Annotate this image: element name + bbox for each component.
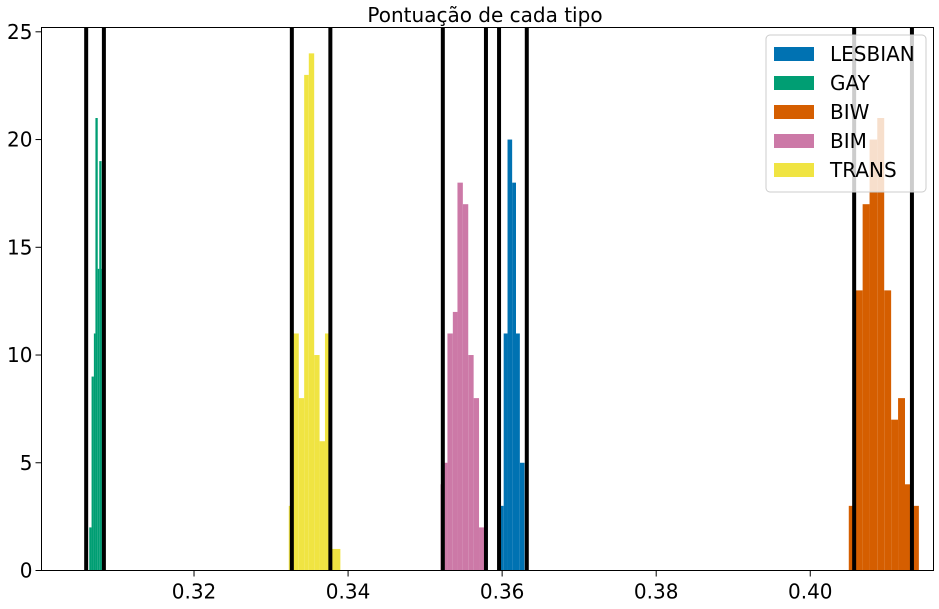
histogram-bar [904, 484, 912, 571]
y-tick-label: 20 [7, 128, 32, 152]
series-bim [442, 182, 485, 571]
legend-label: GAY [830, 71, 871, 95]
histogram-bar [319, 441, 325, 571]
legend: LESBIAN GAY BIW BIM TRANS [765, 34, 927, 193]
histogram-bar [91, 376, 94, 571]
histogram-bar [304, 74, 309, 571]
histogram-bar [911, 505, 919, 571]
histogram-bar [314, 355, 320, 571]
histogram-bar [884, 290, 892, 571]
histogram-bar [298, 398, 305, 571]
histogram-bar [95, 118, 98, 571]
histogram-bar [877, 118, 885, 571]
series-trans [288, 53, 341, 571]
x-tick-label: 0.32 [172, 580, 217, 604]
histogram-bar [93, 333, 96, 571]
histogram-bar [499, 505, 504, 571]
chart-title: Pontuação de cada tipo [367, 3, 602, 27]
histogram-bar [457, 182, 463, 571]
y-tick-label: 5 [20, 451, 33, 475]
histogram-bar [468, 355, 474, 571]
x-tick-label: 0.36 [480, 580, 525, 604]
legend-swatch [774, 163, 814, 177]
histogram-bar [503, 333, 508, 571]
plot-frame [41, 27, 934, 571]
x-tick-label: 0.34 [326, 580, 371, 604]
y-tick-label: 15 [7, 235, 32, 259]
histogram-bar [479, 527, 485, 571]
histogram-bar [334, 548, 341, 571]
histogram-bar [512, 182, 517, 571]
y-axis: 0 5 10 15 20 25 [7, 20, 42, 583]
histogram-bar [308, 53, 315, 571]
histogram-bar [324, 333, 330, 571]
histogram-bar [89, 527, 92, 571]
histogram-bar [507, 139, 513, 571]
legend-label: BIM [830, 129, 867, 153]
legend-swatch [774, 134, 814, 148]
y-tick-label: 10 [7, 343, 32, 367]
x-tick-label: 0.40 [788, 580, 833, 604]
series-gay [89, 118, 104, 571]
histogram-bar [462, 204, 469, 571]
legend-label: BIW [830, 100, 870, 124]
histogram-bar [855, 290, 863, 571]
histogram-bar [869, 139, 878, 571]
histogram-bar [447, 333, 453, 571]
histogram-bar [516, 333, 520, 571]
series-lesbian [499, 139, 525, 571]
histogram-bar [97, 268, 100, 571]
y-tick-label: 25 [7, 20, 32, 44]
legend-swatch [774, 105, 814, 119]
histogram-bar [862, 204, 870, 571]
legend-label: TRANS [829, 158, 897, 182]
histogram-bar [473, 398, 480, 571]
x-axis: 0.32 0.34 0.36 0.38 0.40 [172, 570, 833, 604]
histogram-bar [898, 398, 905, 571]
legend-swatch [774, 76, 814, 90]
x-tick-label: 0.38 [634, 580, 679, 604]
legend-label: LESBIAN [830, 42, 915, 66]
legend-swatch [774, 47, 814, 61]
histogram-bar [99, 161, 102, 571]
y-tick-label: 0 [20, 559, 33, 583]
histogram-bar [452, 311, 458, 571]
histogram-bar [891, 419, 899, 571]
legend-box [765, 34, 927, 193]
histogram-bar [293, 333, 299, 571]
histogram-bar [519, 462, 525, 571]
